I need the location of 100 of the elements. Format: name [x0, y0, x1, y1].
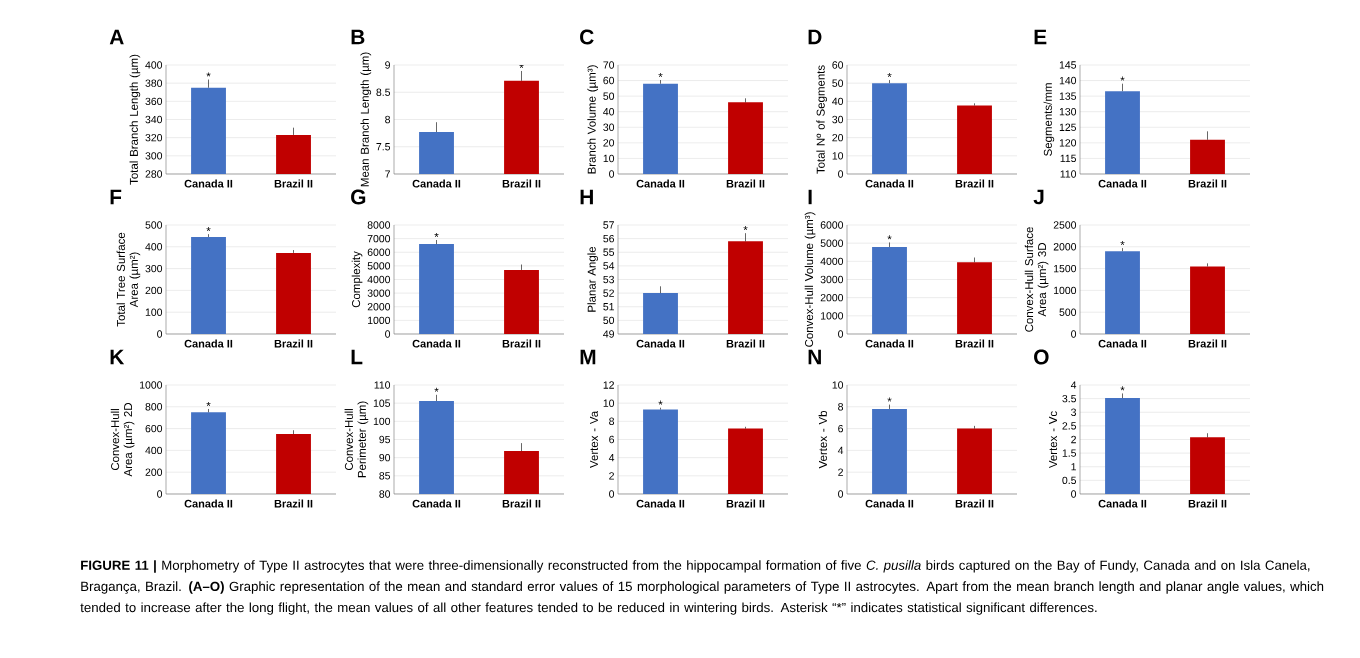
x-tick-label: Brazil II	[955, 179, 994, 188]
y-tick-label: 49	[603, 330, 614, 338]
y-tick-label: 3	[1071, 408, 1077, 416]
y-axis-title: Vertex - Vb	[818, 411, 828, 469]
y-tick-label: 90	[379, 453, 391, 462]
y-tick-label: 1000	[368, 316, 391, 325]
y-tick-label: 300	[145, 152, 163, 160]
y-tick-label: 54	[603, 262, 615, 270]
x-tick-label: Brazil II	[274, 339, 313, 348]
x-tick-label: Brazil II	[502, 179, 541, 188]
y-tick-label: 600	[145, 424, 163, 433]
y-tick-label: 30	[603, 123, 615, 131]
y-tick-label: 1	[1071, 463, 1076, 471]
y-axis-title: Mean Branch Length (µm)	[360, 52, 372, 187]
y-tick-label: 400	[145, 446, 163, 455]
y-tick-label: 20	[832, 133, 844, 142]
y-axis-title: Convex-Hull Area (µm²) 2D	[110, 403, 135, 477]
y-tick-label: 280	[145, 170, 163, 178]
y-tick-label: 10	[832, 381, 844, 389]
chart-title: D	[808, 29, 822, 45]
annotation: *	[206, 401, 211, 406]
annotation: *	[887, 235, 892, 240]
y-tick-label: 2000	[367, 303, 391, 311]
y-tick-label: 800	[145, 403, 163, 411]
annotation: *	[658, 73, 663, 78]
y-tick-label: 51	[603, 303, 614, 311]
y-tick-label: 8.5	[376, 88, 391, 96]
y-tick-label: 340	[145, 115, 163, 124]
y-tick-label: 30	[832, 115, 844, 124]
y-tick-label: 0	[157, 490, 163, 498]
x-tick-label: Canada II	[1098, 499, 1147, 508]
y-axis-title: Total Nº of Segments	[816, 65, 828, 174]
y-tick-label: 400	[145, 243, 163, 251]
x-tick-label: Brazil II	[726, 179, 765, 188]
y-tick-label: 8000	[367, 221, 391, 229]
text: FIGURE 11 | Morphometry of Type II astrocytes that were three-dimensionally reconstructed from the hippocampal formation of five C. pusilla birds captured on the Bay of Fundy, Canada and on Isla Canela, Bragança, Brazil. (A–O) Graphic representation of the mean and standard error values of 15 morphological parameters of Type II astrocytes. Apart from the mean branch length and planar angle values, which tended to increase after the long flight, the mean values of all other features tended to be reduced in wintering birds. Asterisk “*” indicates statistical significant differences.	[80, 560, 1324, 615]
y-tick-label: 400	[145, 61, 163, 69]
annotation: *	[206, 72, 211, 77]
y-tick-label: 53	[603, 275, 615, 284]
annotation: *	[1120, 241, 1125, 246]
y-tick-label: 300	[145, 264, 163, 273]
y-tick-label: 0	[838, 490, 844, 498]
y-tick-label: 0	[1071, 490, 1077, 498]
y-tick-label: 2000	[1053, 243, 1077, 251]
y-tick-label: 5000	[820, 239, 844, 247]
x-tick-label: Canada II	[412, 339, 461, 348]
y-tick-label: 40	[603, 108, 615, 116]
x-tick-label: Canada II	[636, 339, 685, 348]
annotation: *	[434, 387, 439, 392]
y-tick-label: 50	[603, 316, 615, 325]
y-tick-label: 125	[1059, 123, 1077, 131]
y-tick-label: 4	[837, 446, 844, 454]
y-tick-label: 4000	[820, 257, 844, 266]
y-tick-label: 1.5	[1062, 449, 1077, 457]
y-tick-label: 4000	[367, 275, 391, 284]
annotation: *	[887, 397, 892, 402]
y-tick-label: 80	[379, 490, 391, 498]
y-axis-title: Vertex - Vc	[1049, 411, 1058, 469]
y-tick-label: 2	[1071, 435, 1076, 444]
x-tick-label: Brazil II	[955, 339, 994, 348]
y-tick-label: 9	[385, 61, 390, 69]
x-tick-label: Brazil II	[726, 499, 765, 508]
y-tick-label: 50	[603, 92, 615, 100]
y-tick-label: 200	[145, 286, 163, 295]
y-tick-label: 1000	[821, 312, 844, 320]
y-axis-title: Segments/mm	[1043, 83, 1055, 156]
x-tick-label: Canada II	[184, 179, 233, 188]
chart-title: G	[351, 189, 366, 205]
y-tick-label: 3.5	[1062, 394, 1077, 403]
y-tick-label: 110	[374, 381, 391, 389]
y-tick-label: 145	[1059, 61, 1077, 69]
annotation: *	[206, 227, 211, 232]
y-tick-label: 6	[609, 435, 615, 444]
y-tick-label: 4	[608, 454, 615, 462]
y-tick-label: 57	[603, 221, 614, 229]
chart-title: B	[351, 29, 365, 45]
y-tick-label: 8	[838, 403, 844, 411]
y-tick-label: 4	[1070, 381, 1077, 389]
y-tick-label: 20	[603, 139, 615, 147]
y-tick-label: 10	[832, 152, 844, 160]
y-tick-label: 135	[1059, 92, 1077, 100]
x-tick-label: Canada II	[412, 179, 461, 188]
x-tick-label: Brazil II	[955, 499, 994, 508]
y-tick-label: 8	[609, 417, 615, 426]
y-tick-label: 200	[145, 468, 163, 476]
x-tick-label: Canada II	[865, 339, 914, 348]
y-tick-label: 7	[385, 170, 390, 178]
y-tick-label: 2.5	[1062, 422, 1077, 430]
annotation: *	[887, 73, 892, 78]
y-axis-title: Branch Volume (µm³)	[587, 65, 599, 174]
y-axis-title: Convex-Hull Volume (µm³)	[804, 212, 816, 347]
y-tick-label: 7000	[367, 234, 391, 243]
y-tick-label: 10	[603, 154, 615, 163]
y-tick-label: 3000	[367, 289, 391, 297]
y-axis-title: Vertex - Va	[590, 410, 599, 468]
y-tick-label: 1500	[1054, 264, 1077, 273]
chart-title: A	[109, 29, 124, 45]
x-tick-label: Brazil II	[1188, 339, 1227, 348]
y-tick-label: 360	[145, 97, 163, 106]
y-axis-title: Complexity	[351, 251, 363, 308]
